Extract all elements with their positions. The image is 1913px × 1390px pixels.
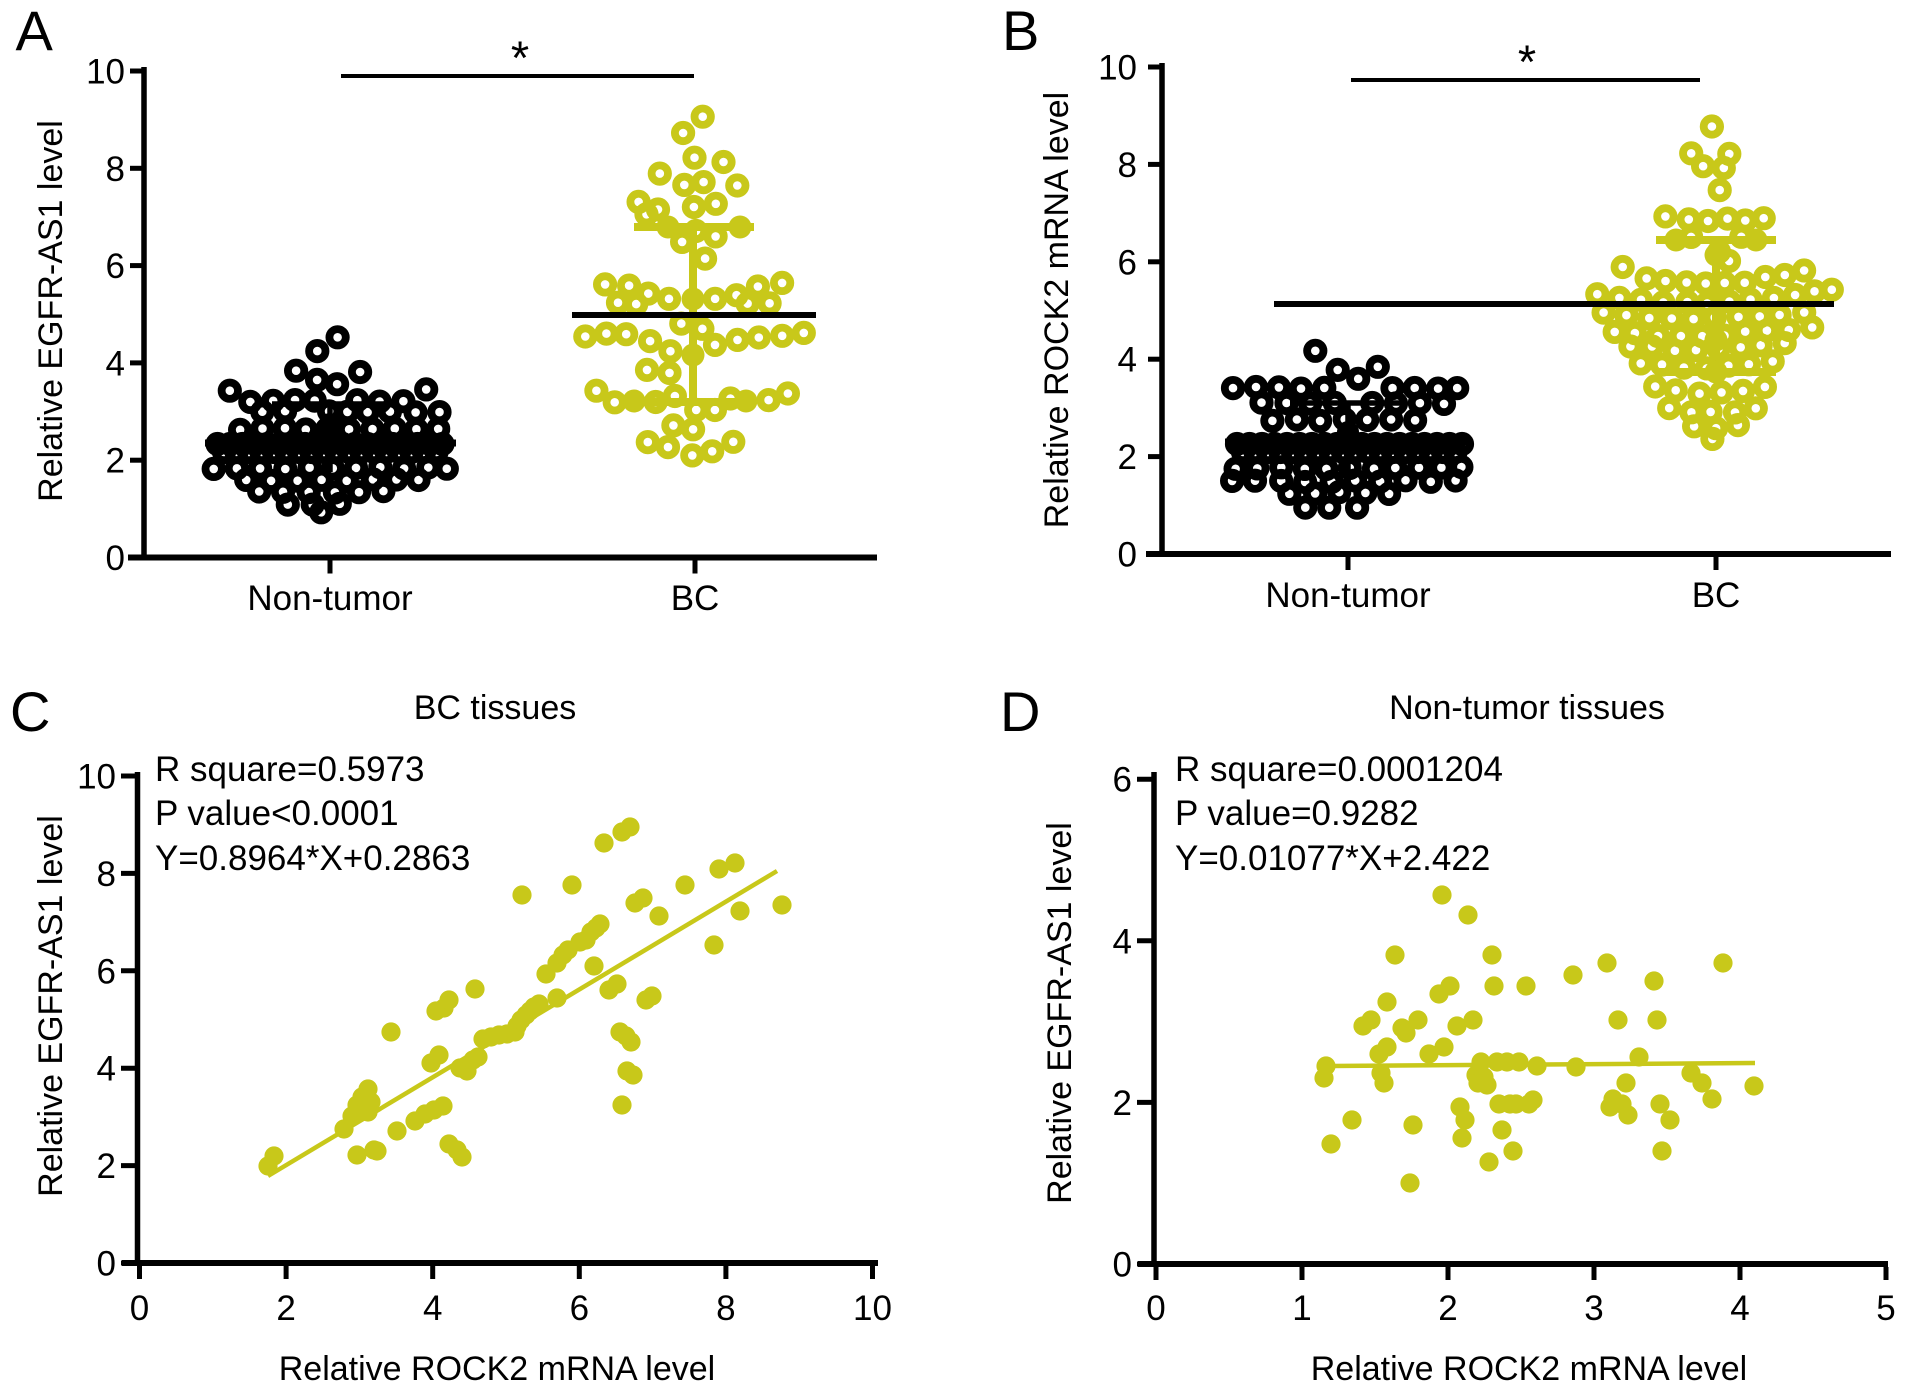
svg-text:Y=0.01077*X+2.422: Y=0.01077*X+2.422: [1175, 839, 1490, 878]
svg-text:BC: BC: [1692, 576, 1741, 615]
svg-text:Non-tumor: Non-tumor: [247, 579, 413, 618]
svg-text:6: 6: [1118, 243, 1137, 282]
svg-text:P value<0.0001: P value<0.0001: [155, 794, 399, 833]
svg-text:4: 4: [1730, 1289, 1749, 1328]
svg-text:6: 6: [1113, 761, 1132, 800]
svg-text:Relative EGFR-AS1 level: Relative EGFR-AS1 level: [32, 120, 70, 502]
svg-text:P value=0.9282: P value=0.9282: [1175, 794, 1419, 833]
svg-text:2: 2: [1113, 1084, 1132, 1123]
svg-text:*: *: [511, 31, 529, 84]
svg-text:4: 4: [423, 1289, 442, 1328]
svg-text:BC: BC: [671, 579, 720, 618]
svg-text:6: 6: [106, 247, 125, 286]
svg-text:2: 2: [106, 442, 125, 481]
svg-text:0: 0: [1113, 1246, 1132, 1285]
svg-text:10: 10: [86, 53, 125, 92]
svg-text:R square=0.0001204: R square=0.0001204: [1175, 750, 1503, 789]
svg-text:10: 10: [853, 1289, 892, 1328]
svg-text:*: *: [1518, 35, 1536, 88]
svg-text:0: 0: [1118, 536, 1137, 575]
svg-text:6: 6: [570, 1289, 589, 1328]
svg-text:BC tissues: BC tissues: [414, 689, 577, 727]
svg-text:0: 0: [97, 1245, 116, 1284]
svg-text:4: 4: [1113, 922, 1132, 961]
svg-text:4: 4: [1118, 341, 1137, 380]
svg-text:5: 5: [1876, 1289, 1895, 1328]
svg-text:8: 8: [97, 855, 116, 894]
svg-text:0: 0: [106, 539, 125, 578]
svg-text:3: 3: [1584, 1289, 1603, 1328]
svg-text:R square=0.5973: R square=0.5973: [155, 750, 425, 789]
svg-text:D: D: [1000, 680, 1040, 743]
svg-text:8: 8: [1118, 146, 1137, 185]
svg-text:Relative ROCK2 mRNA level: Relative ROCK2 mRNA level: [1311, 1350, 1747, 1388]
svg-text:0: 0: [1146, 1289, 1165, 1328]
svg-text:4: 4: [97, 1050, 116, 1089]
svg-text:Non-tumor tissues: Non-tumor tissues: [1389, 689, 1665, 727]
svg-text:Relative ROCK2 mRNA level: Relative ROCK2 mRNA level: [279, 1350, 715, 1388]
svg-text:2: 2: [97, 1147, 116, 1186]
svg-text:Y=0.8964*X+0.2863: Y=0.8964*X+0.2863: [155, 839, 470, 878]
svg-text:2: 2: [276, 1289, 295, 1328]
svg-text:8: 8: [716, 1289, 735, 1328]
svg-text:C: C: [10, 680, 50, 743]
svg-text:Relative ROCK2 mRNA level: Relative ROCK2 mRNA level: [1038, 92, 1076, 528]
svg-text:10: 10: [1098, 49, 1137, 88]
svg-text:4: 4: [106, 344, 125, 383]
svg-text:8: 8: [106, 150, 125, 189]
svg-text:2: 2: [1118, 438, 1137, 477]
svg-text:10: 10: [77, 758, 116, 797]
svg-text:0: 0: [130, 1289, 149, 1328]
svg-text:6: 6: [97, 952, 116, 991]
svg-text:Relative EGFR-AS1 level: Relative EGFR-AS1 level: [1041, 822, 1079, 1204]
svg-text:B: B: [1002, 0, 1039, 62]
svg-text:Non-tumor: Non-tumor: [1265, 576, 1431, 615]
svg-text:A: A: [16, 0, 54, 62]
svg-text:2: 2: [1438, 1289, 1457, 1328]
svg-text:Relative EGFR-AS1 level: Relative EGFR-AS1 level: [32, 815, 70, 1197]
svg-text:1: 1: [1292, 1289, 1311, 1328]
